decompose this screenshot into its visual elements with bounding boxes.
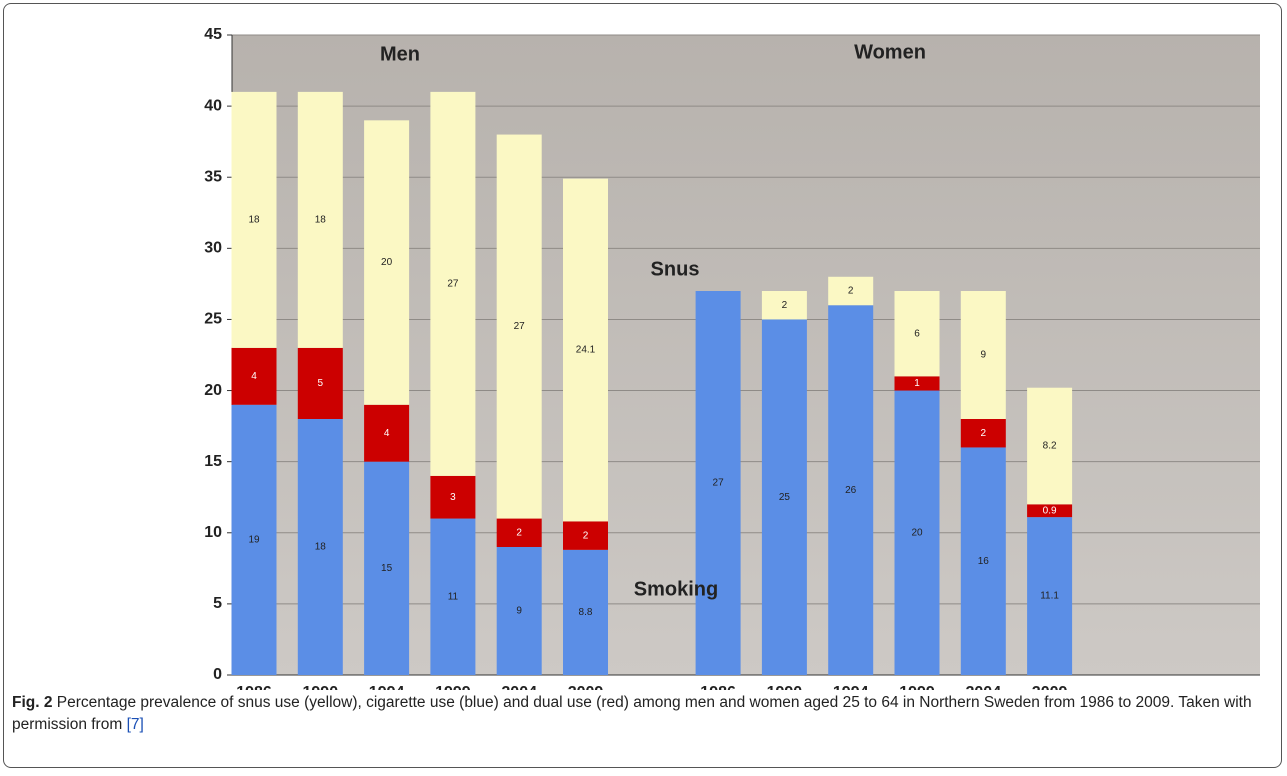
value-label: 24.1 [576,345,596,356]
value-label: 18 [315,542,327,553]
bar-segment [231,404,277,675]
y-tick-label: 40 [204,97,222,114]
value-label: 0.9 [1043,505,1057,516]
value-label: 26 [845,485,857,496]
value-label: 6 [914,328,920,339]
bar-segment [231,347,277,405]
y-tick-label: 45 [204,26,222,43]
bar-segment [496,518,542,547]
bar-segment [828,305,874,675]
value-label: 8.8 [579,607,593,618]
bar-segment [960,419,1006,448]
value-label: 2 [848,286,854,297]
chart: 0510152025303540451986194181990185181994… [204,26,1260,690]
value-label: 18 [248,215,260,226]
bar-segment [1027,387,1073,505]
caption-label: Fig. 2 [12,694,53,711]
value-label: 5 [318,378,324,389]
y-tick-label: 30 [204,240,222,257]
value-label: 1 [914,378,920,389]
value-label: 27 [713,478,725,489]
value-label: 11.1 [1040,591,1059,602]
bar-segment [496,547,542,675]
value-label: 27 [447,279,459,290]
value-label: 9 [516,606,522,617]
value-label: 25 [779,492,791,503]
annotation: Men [380,43,420,65]
value-label: 3 [450,492,456,503]
bar-segment [1027,504,1073,518]
value-label: 11 [448,591,459,602]
x-tick-label: 2009 [568,684,604,690]
x-tick-label: 1990 [767,684,803,690]
bar-segment [894,390,940,675]
x-tick-label: 1994 [833,684,869,690]
value-label: 20 [381,257,393,268]
bar-segment [430,518,476,675]
y-tick-label: 10 [204,524,222,541]
value-label: 15 [381,563,393,574]
bar-segment [1027,517,1073,675]
y-tick-label: 15 [204,453,222,470]
bar-segment [563,178,608,522]
value-label: 19 [248,535,260,546]
bar-segment [695,291,741,675]
value-label: 4 [384,428,390,439]
x-tick-label: 2009 [1032,684,1068,690]
bar-segment [364,404,410,462]
bar-segment [496,134,542,519]
bar-segment [960,291,1006,419]
value-label: 2 [782,300,788,311]
bar-segment [430,91,476,476]
bar-segment [761,291,807,320]
bar-segment [430,475,476,519]
value-label: 27 [514,321,526,332]
x-tick-label: 1999 [435,684,471,690]
bar-segment [297,347,343,419]
bar-segment [364,120,410,405]
bar-segment [563,521,608,550]
annotation: Smoking [634,578,718,600]
x-tick-label: 1986 [700,684,736,690]
bar-segment [960,447,1006,675]
x-tick-label: 2004 [966,684,1002,690]
x-tick-label: 2004 [501,684,537,690]
bar-segment [563,549,608,675]
bar-segment [364,461,410,675]
caption-text: Percentage prevalence of snus use (yello… [12,694,1252,733]
x-tick-label: 1990 [303,684,339,690]
value-label: 9 [981,350,987,361]
bar-segment [894,291,940,377]
x-tick-label: 1986 [236,684,272,690]
bar-segment [894,376,940,391]
value-label: 4 [251,371,257,382]
y-tick-label: 25 [204,311,222,328]
annotation: Women [854,41,926,63]
caption: Fig. 2 Percentage prevalence of snus use… [12,692,1274,736]
value-label: 2 [981,428,987,439]
x-tick-label: 1994 [369,684,405,690]
bar-segment [761,319,807,675]
value-label: 16 [978,556,990,567]
annotation: Snus [651,258,700,280]
y-tick-label: 35 [204,168,222,185]
value-label: 18 [315,215,327,226]
value-label: 2 [516,527,522,538]
y-tick-label: 20 [204,382,222,399]
value-label: 2 [583,530,589,541]
figure-frame [3,3,1282,768]
bar-segment [297,91,343,348]
bar-segment [231,91,277,348]
y-tick-label: 5 [213,595,222,612]
bar-segment [828,276,874,306]
y-tick-label: 0 [213,666,222,683]
bar-segment [297,419,343,675]
value-label: 20 [911,527,923,538]
x-tick-label: 1999 [899,684,935,690]
value-label: 8.2 [1043,441,1057,452]
caption-ref[interactable]: [7] [126,716,144,733]
